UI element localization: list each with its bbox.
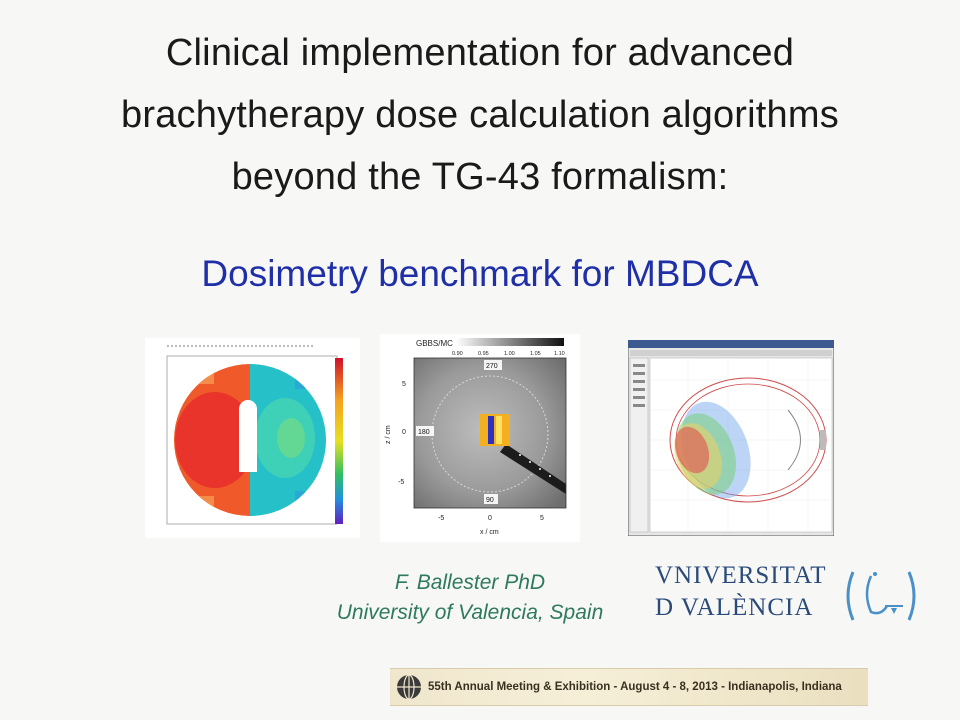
logo-wordmark: VNIVERSITAT D VALÈNCIA: [655, 560, 835, 624]
fig2-cb-tick-1: 0.95: [478, 351, 489, 357]
conference-banner: 55th Annual Meeting & Exhibition - Augus…: [390, 668, 868, 706]
fig2-x-tick-0: -5: [438, 515, 444, 522]
author-affiliation: University of Valencia, Spain: [336, 601, 604, 624]
fig2-label: GBBS/MC: [416, 339, 453, 348]
fig2-top-marker: 270: [486, 363, 498, 370]
fig2-bottom-marker: 90: [486, 497, 494, 504]
ratio-map-figure: GBBS/MC 0.90 0.95 1.00 1.05 1.10: [380, 334, 580, 542]
title-line-3: beyond the TG-43 formalism:: [231, 156, 729, 198]
fig2-left-marker: 180: [418, 429, 430, 436]
university-emblem-icon: [846, 571, 916, 621]
fig2-xlabel: x / cm: [480, 529, 499, 536]
title-line-2: brachytherapy dose calculation algorithm…: [121, 94, 839, 136]
fig2-y-tick-1: 0: [402, 429, 406, 436]
fig2-cb-tick-3: 1.05: [530, 351, 541, 357]
conference-globe-icon: [397, 674, 421, 700]
fig2-cb-tick-2: 1.00: [504, 351, 515, 357]
planning-screenshot-figure: [628, 340, 834, 536]
fig2-x-tick-1: 0: [488, 515, 492, 522]
author-block: F. Ballester PhD University of Valencia,…: [310, 568, 630, 628]
conference-banner-text: 55th Annual Meeting & Exhibition - Augus…: [428, 681, 842, 693]
fig2-x-tick-2: 5: [540, 515, 544, 522]
fig2-y-tick-0: 5: [402, 381, 406, 388]
logo-line-1: VNIVERSITAT: [655, 562, 827, 589]
logo-line-2: D VALÈNCIA: [655, 594, 814, 621]
slide-title: Clinical implementation for advanced bra…: [40, 22, 920, 208]
fig2-y-tick-2: -5: [398, 479, 404, 486]
fig2-cb-tick-4: 1.10: [554, 351, 565, 357]
fig2-cb-tick-0: 0.90: [452, 351, 463, 357]
author-name: F. Ballester PhD: [394, 571, 546, 594]
title-line-1: Clinical implementation for advanced: [165, 32, 795, 74]
slide-subtitle: Dosimetry benchmark for MBDCA: [201, 253, 759, 294]
dose-distribution-figure: [145, 338, 360, 538]
university-logo: VNIVERSITAT D VALÈNCIA: [655, 560, 925, 630]
fig2-ylabel: z / cm: [385, 425, 392, 444]
